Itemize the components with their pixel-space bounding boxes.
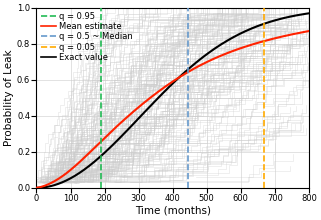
X-axis label: Time (months): Time (months)	[135, 206, 211, 216]
Y-axis label: Probability of Leak: Probability of Leak	[4, 50, 14, 146]
Legend: q = 0.95, Mean estimate, q = 0.5 ~ Median, q = 0.05, Exact value: q = 0.95, Mean estimate, q = 0.5 ~ Media…	[39, 10, 134, 64]
